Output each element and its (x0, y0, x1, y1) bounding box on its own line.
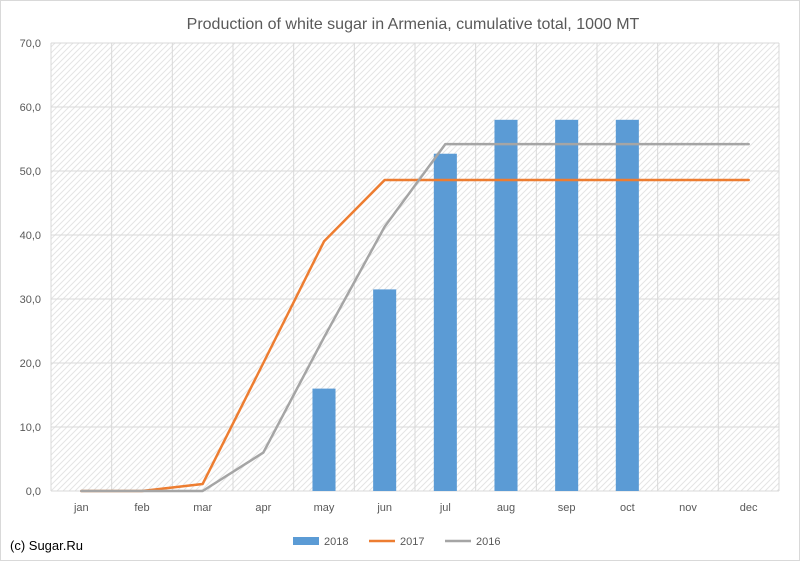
bar-2018-oct (615, 119, 639, 492)
y-tick-label: 50,0 (20, 166, 41, 178)
y-tick-label: 60,0 (20, 102, 41, 114)
line-2016 (80, 142, 750, 493)
legend-swatch-2018 (293, 537, 319, 545)
legend-label-2017: 2017 (400, 536, 424, 548)
y-tick-label: 0,0 (26, 486, 41, 498)
y-tick-label: 40,0 (20, 230, 41, 242)
x-tick-label: jun (376, 502, 392, 514)
y-axis-ticks: 0,0 10,0 20,0 30,0 40,0 50,0 60,0 70,0 (20, 38, 41, 498)
x-axis-ticks: jan feb mar apr may jun jul aug sep oct nov dec (73, 502, 758, 514)
x-tick-label: mar (193, 502, 212, 514)
x-tick-label: oct (620, 502, 635, 514)
y-tick-label: 70,0 (20, 38, 41, 50)
x-tick-label: may (314, 502, 335, 514)
y-tick-label: 30,0 (20, 294, 41, 306)
copyright-text: (c) Sugar.Ru (10, 538, 83, 553)
x-tick-label: apr (255, 502, 271, 514)
x-tick-label: dec (740, 502, 758, 514)
legend: 2018 2017 2016 (293, 536, 500, 548)
bar-series (312, 119, 639, 492)
legend-label-2016: 2016 (476, 536, 500, 548)
line-2017 (80, 178, 750, 493)
x-tick-label: sep (558, 502, 576, 514)
line-series (80, 142, 750, 493)
x-tick-label: nov (679, 502, 697, 514)
x-tick-label: aug (497, 502, 515, 514)
gridlines (50, 42, 780, 492)
bar-2018-jun (373, 289, 397, 491)
legend-label-2018: 2018 (324, 536, 348, 548)
bar-2018-may (312, 388, 336, 491)
x-tick-label: jan (73, 502, 89, 514)
bar-2018-aug (494, 119, 518, 492)
x-tick-label: feb (134, 502, 149, 514)
chart-title: Production of white sugar in Armenia, cu… (187, 16, 640, 33)
bar-2018-sep (555, 119, 579, 492)
bar-2018-jul (433, 153, 457, 491)
y-tick-label: 20,0 (20, 358, 41, 370)
x-tick-label: jul (439, 502, 451, 514)
y-tick-label: 10,0 (20, 422, 41, 434)
